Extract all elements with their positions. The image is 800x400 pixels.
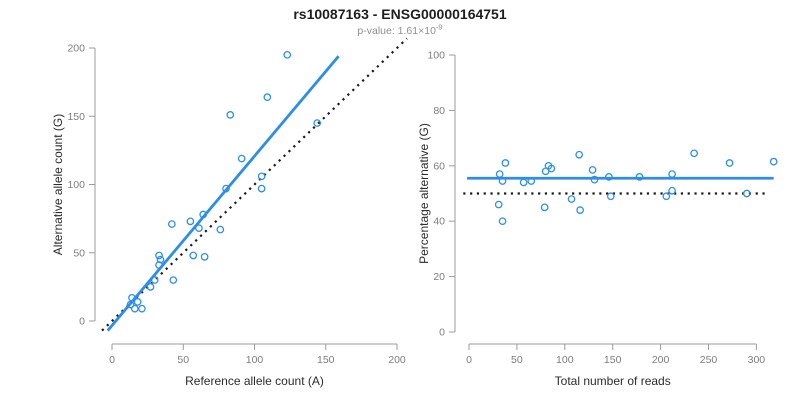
data-point — [498, 177, 507, 185]
data-point — [590, 175, 599, 184]
data-point — [226, 111, 235, 119]
data-point — [130, 304, 139, 313]
data-point — [126, 300, 135, 309]
y-tick-label: 40 — [433, 216, 445, 228]
data-point — [138, 304, 146, 313]
x-tick-label: 100 — [556, 354, 574, 366]
data-point — [725, 159, 734, 167]
data-point — [168, 220, 176, 228]
data-point — [668, 186, 676, 195]
figure-title: rs10087163 - ENSG00000164751 — [293, 6, 507, 22]
data-point — [606, 192, 615, 201]
x-tick-label: 50 — [511, 354, 523, 366]
x-tick-label: 150 — [317, 354, 335, 366]
x-tick-label: 100 — [246, 354, 264, 366]
data-point — [257, 172, 266, 181]
y-tick-label: 60 — [433, 160, 445, 172]
data-point — [313, 119, 322, 127]
data-point — [742, 189, 751, 198]
data-point — [150, 276, 159, 284]
data-point — [156, 255, 165, 264]
data-point — [283, 50, 292, 59]
data-point — [501, 159, 510, 167]
data-point — [527, 177, 536, 185]
data-point — [263, 93, 272, 101]
data-point — [494, 200, 503, 209]
data-point — [257, 184, 266, 193]
data-point — [668, 170, 676, 178]
y-tick-label: 20 — [433, 271, 445, 283]
data-point — [169, 276, 178, 284]
x-tick-label: 0 — [109, 354, 115, 366]
data-point — [575, 150, 584, 159]
x-tick-label: 50 — [177, 354, 189, 366]
y-tick-label: 50 — [73, 247, 85, 259]
data-point — [662, 192, 671, 201]
pvalue-text: p-value: 1.61×10 — [357, 25, 436, 37]
data-point — [222, 184, 230, 193]
x-tick-label: 200 — [652, 354, 670, 366]
left-y-axis-label: Alternative allele count (G) — [51, 114, 65, 255]
y-tick-label: 100 — [427, 50, 445, 62]
data-point — [588, 166, 597, 174]
data-point — [189, 251, 198, 260]
x-tick-label: 0 — [466, 354, 472, 366]
x-tick-label: 150 — [604, 354, 622, 366]
data-point — [200, 252, 209, 261]
data-point — [216, 225, 225, 234]
data-point — [199, 210, 208, 219]
data-point — [186, 217, 195, 226]
x-tick-label: 250 — [700, 354, 718, 366]
y-tick-label: 100 — [67, 179, 85, 191]
right-x-axis-label: Total number of reads — [555, 374, 671, 388]
data-point — [155, 251, 163, 260]
x-tick-label: 200 — [388, 354, 406, 366]
data-point — [635, 173, 644, 181]
pvalue-exponent: -9 — [435, 22, 443, 32]
data-point — [146, 283, 155, 291]
plot-panel-left: 0 50 100 150 200 0 50 100 150 200 — [67, 37, 408, 366]
data-point — [769, 157, 778, 166]
data-point — [498, 217, 507, 226]
identity-line — [101, 37, 408, 332]
regression-line — [106, 55, 340, 332]
y-tick-label: 80 — [433, 105, 445, 117]
data-point — [567, 195, 576, 203]
data-point — [155, 261, 163, 269]
data-point — [195, 224, 203, 233]
plot-panel-right: 0 20 40 60 80 100 0 50 100 150 200 250 300 — [427, 50, 778, 366]
data-point — [547, 164, 556, 173]
x-tick-label: 300 — [748, 354, 766, 366]
data-point — [519, 178, 528, 187]
data-point — [495, 170, 504, 178]
data-point — [605, 173, 613, 181]
y-tick-label: 0 — [439, 327, 445, 339]
y-tick-label: 0 — [79, 316, 85, 328]
y-tick-label: 200 — [67, 43, 85, 55]
left-x-axis-label: Reference allele count (A) — [185, 374, 324, 388]
data-point — [128, 293, 136, 302]
data-point — [540, 203, 549, 212]
data-point — [690, 149, 698, 158]
y-tick-label: 150 — [67, 111, 85, 123]
data-point — [576, 206, 584, 214]
data-point — [133, 298, 142, 306]
right-y-axis-label: Percentage alternative (G) — [417, 123, 431, 264]
figure-subtitle: p-value: 1.61×10-9 — [0, 22, 800, 37]
data-point — [237, 154, 246, 163]
